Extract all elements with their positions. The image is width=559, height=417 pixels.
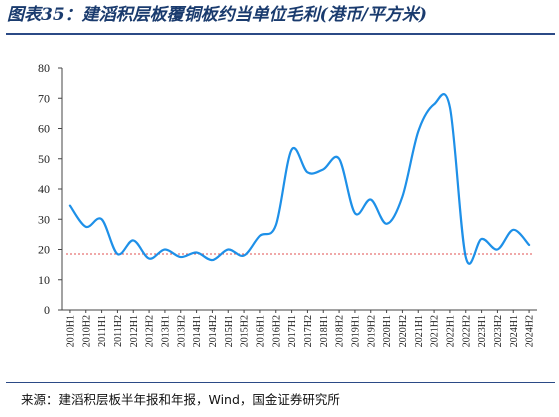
x-tick-label: 2024H1 [509, 315, 520, 347]
line-chart: 0 10 20 30 40 50 60 70 80 2010H1 2010H2 2011H1 2011… [38, 61, 537, 347]
x-tick-label: 2011H2 [113, 315, 124, 347]
y-tick-label: 10 [38, 273, 50, 287]
x-tick-label: 2014H1 [192, 315, 203, 347]
y-tick-label: 0 [44, 303, 50, 317]
x-tick-label: 2021H1 [414, 315, 425, 347]
source-divider [6, 382, 555, 383]
x-tick-label: 2014H2 [208, 315, 219, 347]
y-tick-label: 60 [38, 122, 50, 136]
x-tick-label: 2023H2 [493, 315, 504, 347]
y-tick-label: 80 [38, 61, 50, 75]
x-tick-label: 2017H1 [287, 315, 298, 347]
y-tick-label: 30 [38, 212, 50, 226]
x-tick-label: 2015H2 [240, 315, 251, 347]
x-tick-label: 2017H2 [303, 315, 314, 347]
x-tick-label: 2010H2 [81, 315, 92, 347]
x-tick-label: 2016H2 [271, 315, 282, 347]
x-tick-label: 2020H2 [398, 315, 409, 347]
x-tick-label: 2018H1 [319, 315, 330, 347]
source-note: 来源：建滔积层板半年报和年报，Wind，国金证券研究所 [21, 392, 340, 407]
y-tick-label: 70 [38, 91, 50, 105]
x-tick-label: 2010H1 [65, 315, 76, 347]
series-line [68, 93, 531, 265]
x-tick-label: 2012H2 [145, 315, 156, 347]
x-tick-label: 2021H2 [430, 315, 441, 347]
y-tick-label: 50 [38, 152, 50, 166]
x-tick-label: 2016H1 [255, 315, 266, 347]
title-divider [6, 33, 555, 35]
x-tick-label: 2019H1 [350, 315, 361, 347]
x-tick-label: 2022H2 [461, 315, 472, 347]
x-tick-label: 2018H2 [335, 315, 346, 347]
y-tick-label: 20 [38, 243, 50, 257]
x-tick-label: 2012H1 [129, 315, 140, 347]
x-tick-label: 2013H2 [176, 315, 187, 347]
chart-title: 图表35：建滔积层板覆铜板约当单位毛利(港币/平方米) [7, 5, 427, 25]
x-tick-label: 2019H2 [366, 315, 377, 347]
x-tick-label: 2013H1 [160, 315, 171, 347]
x-tick-label: 2022H1 [445, 315, 456, 347]
x-tick-label: 2024H2 [525, 315, 536, 347]
x-tick-label: 2011H1 [97, 315, 108, 347]
x-tick-label: 2015H1 [224, 315, 235, 347]
x-tick-label: 2020H1 [382, 315, 393, 347]
x-tick-label: 2023H1 [477, 315, 488, 347]
y-tick-label: 40 [38, 182, 50, 196]
